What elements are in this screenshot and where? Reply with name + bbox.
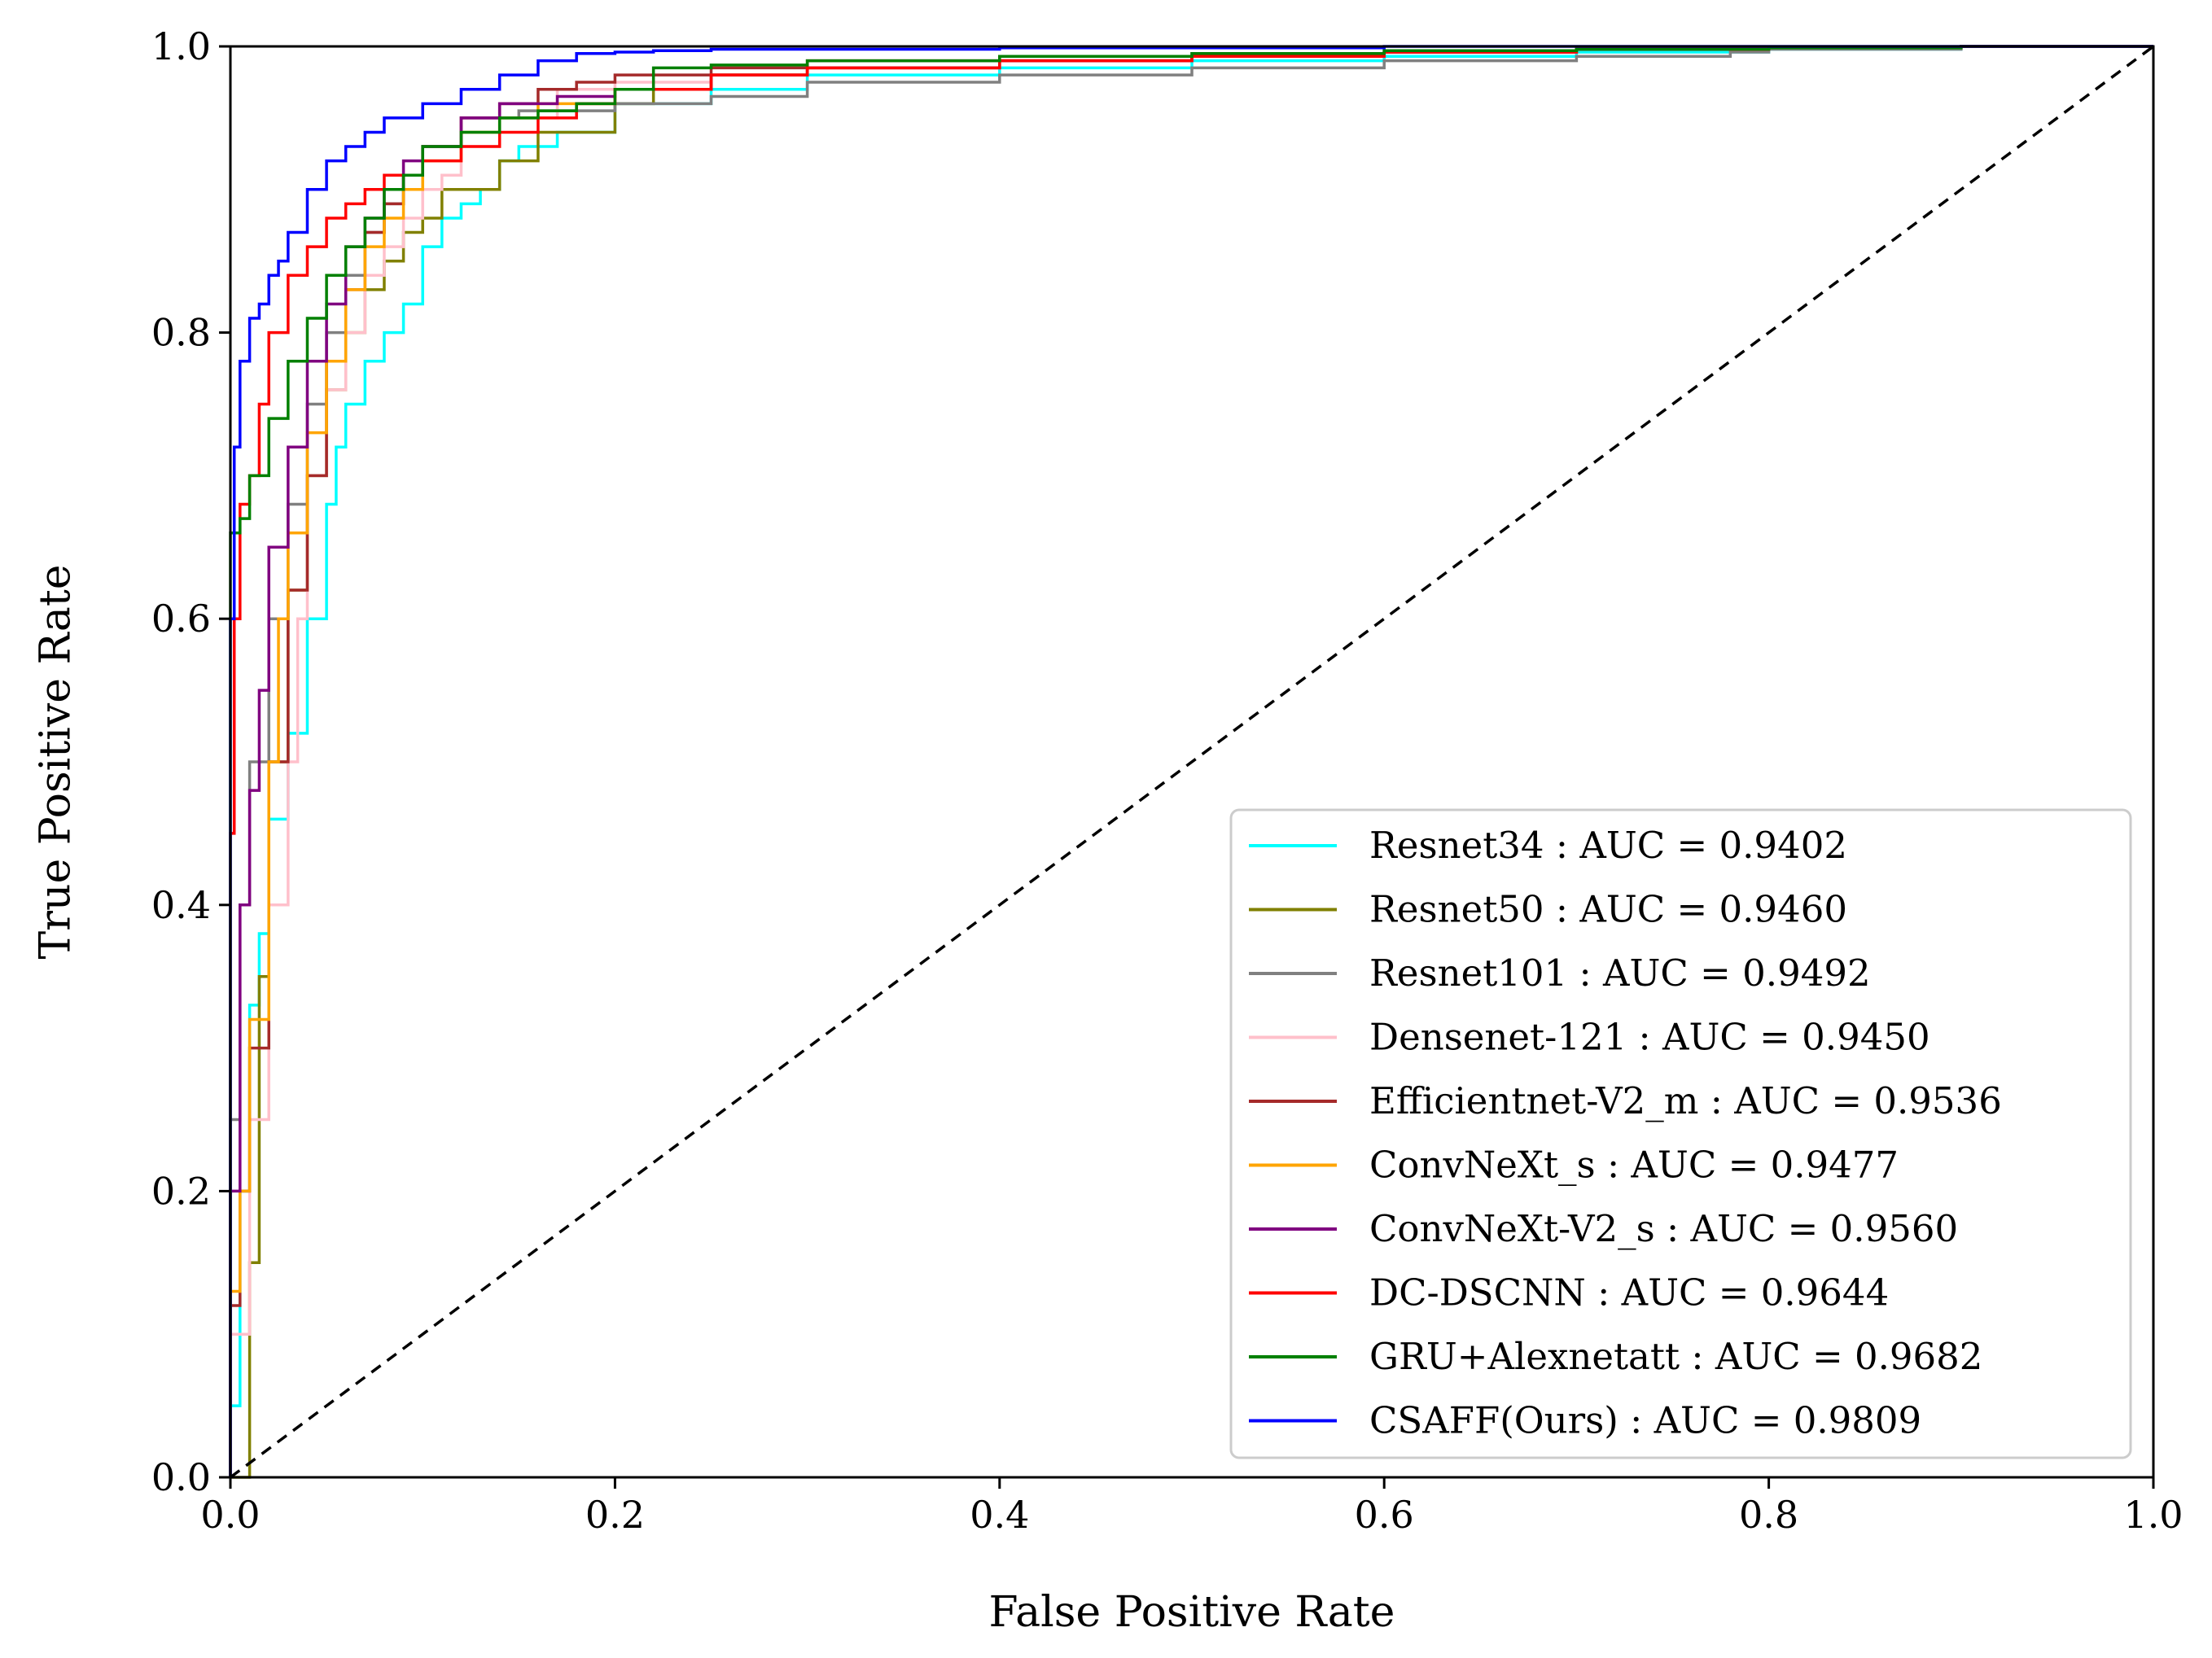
y-tick-label: 0.4	[151, 883, 211, 927]
legend-label: DC-DSCNN : AUC = 0.9644	[1369, 1271, 1889, 1315]
roc-series-9	[229, 45, 2153, 1477]
y-tick-label: 1.0	[151, 24, 211, 68]
legend-label: Resnet50 : AUC = 0.9460	[1369, 888, 1847, 931]
y-axis-ticks: 0.0 0.2 0.4 0.6 0.8 1.0	[151, 24, 230, 1499]
legend-label: CSAFF(Ours) : AUC = 0.9809	[1369, 1399, 1921, 1442]
legend-label: ConvNeXt_s : AUC = 0.9477	[1369, 1144, 1899, 1187]
x-tick-label: 1.0	[2123, 1493, 2183, 1537]
legend-box	[1229, 808, 2132, 1459]
plot-frame	[229, 45, 2155, 1479]
plot-lines	[229, 45, 2153, 1479]
roc-series-8	[229, 45, 2153, 1477]
x-axis-title: False Positive Rate	[989, 1588, 1395, 1637]
y-axis-title: True Positive Rate	[32, 564, 81, 959]
legend-label: Resnet101 : AUC = 0.9492	[1369, 951, 1871, 995]
legend-label: ConvNeXt-V2_s : AUC = 0.9560	[1369, 1207, 1958, 1250]
x-tick-label: 0.0	[200, 1493, 260, 1537]
legend-label: GRU+Alexnetatt : AUC = 0.9682	[1369, 1335, 1982, 1378]
x-tick-label: 0.2	[585, 1493, 645, 1537]
x-tick-label: 0.6	[1355, 1493, 1414, 1537]
legend-label: Resnet34 : AUC = 0.9402	[1369, 824, 1847, 867]
x-axis-ticks: 0.0 0.2 0.4 0.6 0.8 1.0	[200, 1477, 2184, 1537]
y-tick-label: 0.2	[151, 1169, 211, 1213]
legend-label: Densenet-121 : AUC = 0.9450	[1369, 1016, 1930, 1059]
legend: Resnet34 : AUC = 0.9402 Resnet50 : AUC = …	[1229, 808, 2132, 1459]
y-tick-label: 0.0	[151, 1455, 211, 1499]
x-tick-label: 0.4	[970, 1493, 1029, 1537]
legend-label: Efficientnet-V2_m : AUC = 0.9536	[1369, 1079, 2002, 1122]
diagonal-reference-line	[229, 45, 2155, 1479]
x-tick-label: 0.8	[1739, 1493, 1798, 1537]
y-tick-label: 0.6	[151, 597, 211, 641]
y-tick-label: 0.8	[151, 311, 211, 355]
roc-series-10	[229, 45, 2153, 1477]
